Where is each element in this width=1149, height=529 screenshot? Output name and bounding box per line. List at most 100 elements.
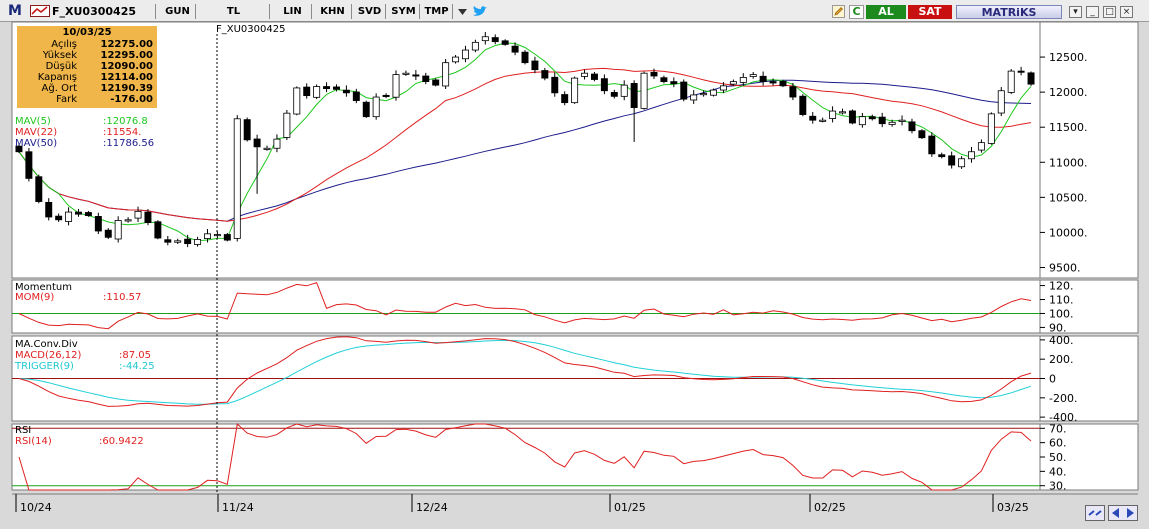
candle: [700, 93, 708, 96]
candle: [164, 239, 172, 243]
candle: [581, 72, 589, 77]
scale-button[interactable]: LIN: [274, 4, 312, 19]
pencil-icon[interactable]: [832, 5, 845, 18]
candle: [928, 135, 936, 155]
pane-rsi: [11, 423, 1139, 491]
candle: [729, 81, 737, 85]
candle: [799, 95, 807, 115]
minimize-icon[interactable]: _: [1086, 6, 1099, 18]
candle: [35, 176, 43, 202]
candle: [571, 77, 579, 104]
matriks-logo[interactable]: M: [8, 3, 22, 19]
candle: [878, 116, 886, 125]
candle: [204, 233, 211, 239]
legend-value: :11786.56: [103, 138, 155, 149]
chart-title: F_XU0300425: [216, 24, 286, 35]
candle: [789, 86, 797, 98]
rsi-line: [18, 423, 1032, 491]
info-value: 12275.00: [100, 39, 153, 50]
momentum-title: Momentum: [15, 282, 72, 293]
pane-mom: [11, 279, 1139, 334]
info-row-low: Düşük 12090.00: [17, 61, 157, 72]
scroll-arrows-icon[interactable]: [1108, 505, 1138, 521]
candle: [283, 112, 291, 138]
legend-mav50: MAV(50) :11786.56: [15, 138, 154, 149]
info-value: 12090.00: [100, 61, 153, 72]
candle: [134, 210, 142, 219]
legend-value: :110.57: [103, 292, 142, 303]
candle: [1007, 70, 1015, 93]
candle: [1017, 70, 1025, 73]
sell-button[interactable]: SAT: [908, 5, 952, 19]
legend-name: MAV(22): [15, 127, 58, 138]
candle: [412, 74, 420, 77]
legend-mav5: MAV(5):12076.8: [15, 116, 148, 127]
legend-name: MAV(50): [15, 138, 58, 149]
matriks-brand-button[interactable]: MATRiKS: [956, 5, 1062, 19]
symbol-label[interactable]: F_XU0300425: [52, 4, 156, 19]
info-label: Açılış: [51, 39, 77, 50]
candle: [342, 89, 350, 94]
candle: [442, 62, 450, 87]
info-label: Yüksek: [42, 50, 77, 61]
date-tick-label: 01/25: [614, 501, 646, 514]
period-button[interactable]: GUN: [160, 4, 196, 19]
refresh-c-icon[interactable]: C: [849, 5, 864, 19]
info-value: 12190.39: [100, 83, 153, 94]
candle: [1027, 72, 1035, 85]
candle: [313, 86, 321, 98]
candle: [352, 91, 360, 101]
chart-type-icon[interactable]: [30, 5, 50, 17]
legend-mom: MOM(9):110.57: [15, 292, 141, 303]
twitter-icon[interactable]: [472, 5, 489, 18]
rsi-axis-tick-label: 30.: [1049, 480, 1067, 493]
candle: [858, 116, 866, 126]
candle: [749, 74, 757, 77]
rsi-axis-tick-label: 60.: [1049, 437, 1067, 450]
date-tick-label: 02/25: [814, 501, 846, 514]
candle: [194, 239, 202, 245]
info-label: Fark: [56, 94, 77, 105]
momentum-axis-tick-label: 120.: [1049, 280, 1074, 293]
link-icon[interactable]: [1085, 505, 1105, 521]
candle: [154, 221, 162, 239]
macd-axis-tick-label: 0: [1049, 373, 1056, 386]
khn-button[interactable]: KHN: [314, 4, 352, 19]
date-tick-label: 03/25: [997, 501, 1029, 514]
pane-main: [11, 21, 1139, 279]
momentum-axis-tick-label: 110.: [1049, 294, 1074, 307]
info-row-change: Fark -176.00: [17, 94, 157, 105]
candle: [710, 89, 718, 96]
close-icon[interactable]: ×: [1120, 6, 1133, 18]
candle: [620, 84, 628, 97]
candle: [104, 229, 112, 238]
maximize-icon[interactable]: □: [1103, 6, 1116, 18]
legend-value: :87.05: [119, 350, 151, 361]
price-axis-tick-label: 12500.: [1049, 51, 1088, 64]
dropdown-arrow-icon[interactable]: [456, 5, 469, 18]
legend-name: TRIGGER(9): [15, 361, 74, 372]
svd-button[interactable]: SVD: [354, 4, 386, 19]
currency-button[interactable]: TL: [198, 4, 270, 19]
info-row-high: Yüksek 12295.00: [17, 50, 157, 61]
buy-button[interactable]: AL: [866, 5, 906, 19]
date-axis-bar: [0, 496, 1149, 529]
arrow-down-icon[interactable]: ▾: [1069, 6, 1082, 18]
macd-line: [18, 336, 1032, 407]
candle: [382, 94, 390, 97]
candle: [819, 119, 827, 122]
candle: [541, 70, 549, 79]
candle: [908, 121, 916, 132]
macd-axis-tick-label: 200.: [1049, 353, 1074, 366]
legend-rsi: RSI(14):60.9422: [15, 436, 144, 447]
legend-value: :60.9422: [99, 436, 144, 447]
tmp-button[interactable]: TMP: [421, 4, 453, 19]
ohlc-info-box: 10/03/25 Açılış 12275.00 Yüksek 12295.00 D…: [17, 26, 157, 108]
candle: [114, 220, 122, 240]
sym-button[interactable]: SYM: [388, 4, 420, 19]
price-axis-tick-label: 10500.: [1049, 191, 1088, 204]
candle: [590, 73, 598, 80]
candle: [521, 51, 529, 64]
